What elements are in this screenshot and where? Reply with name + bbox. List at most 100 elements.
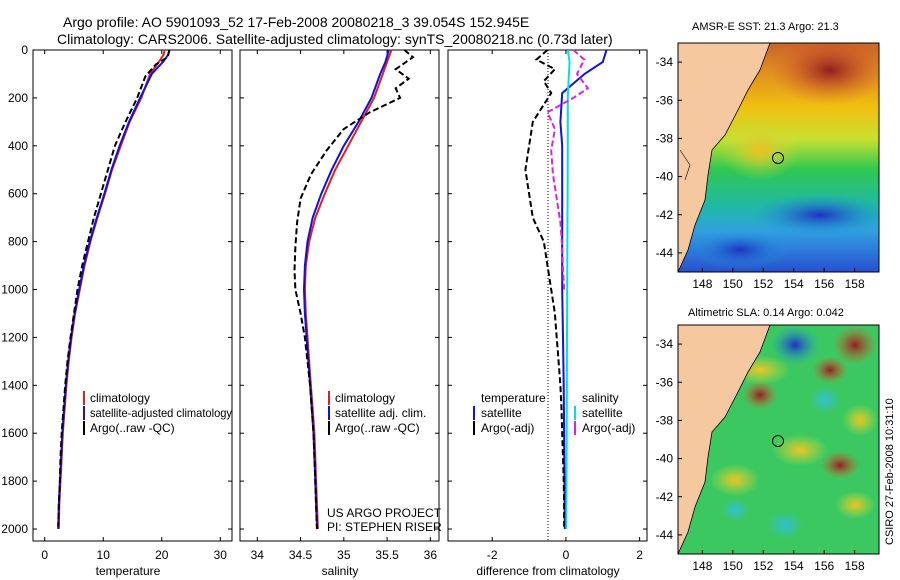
sla-lon-axis: 148 150 152 154 156 158 <box>692 550 865 573</box>
series-line <box>57 49 171 530</box>
temperature-legend: climatology satellite-adjusted climatolo… <box>83 391 232 435</box>
legend-sal-argo: Argo(..raw -QC) <box>335 421 420 435</box>
lat-tick-label: -38 <box>656 131 674 145</box>
temperature-series <box>57 49 171 530</box>
x-tick-label: 10 <box>97 548 111 562</box>
salinity-x-label: salinity <box>322 564 359 578</box>
difference-series <box>524 49 608 530</box>
salinity-legend: climatology satellite adj. clim. Argo(..… <box>328 391 426 435</box>
sst-lat-axis: -34 -36 -38 -40 -42 -44 <box>656 55 682 260</box>
sla-map <box>678 325 879 554</box>
sst-map <box>678 43 879 272</box>
lon-tick-label: 148 <box>692 559 712 573</box>
legend-climatology: climatology <box>90 391 150 405</box>
lat-tick-label: -40 <box>656 170 674 184</box>
lon-tick-label: 156 <box>814 277 834 291</box>
side-timestamp: CSIRO 27-Feb-2008 10:31:10 <box>884 398 896 545</box>
x-tick-label: 35 <box>337 548 351 562</box>
lon-tick-label: 158 <box>845 559 865 573</box>
title-line-1: Argo profile: AO 5901093_52 17-Feb-2008 … <box>63 14 529 30</box>
depth-tick-label: 1000 <box>1 283 28 297</box>
legend-sal-satellite: satellite adj. clim. <box>335 406 426 420</box>
lon-tick-label: 148 <box>692 277 712 291</box>
legend-temp-title: temperature <box>481 391 546 405</box>
lon-tick-label: 152 <box>753 559 773 573</box>
difference-x-label: difference from climatology <box>476 564 619 578</box>
sla-map-frame <box>677 324 880 555</box>
series-line <box>565 49 571 530</box>
legend-salinity-argo: Argo(-adj) <box>582 421 635 435</box>
lon-tick-label: 150 <box>723 559 743 573</box>
depth-tick-label: 1600 <box>1 426 28 440</box>
x-tick-label: 20 <box>155 548 169 562</box>
lat-tick-label: -36 <box>656 375 674 389</box>
legend-sal-title: salinity <box>582 391 619 405</box>
difference-legend: temperature satellite Argo(-adj) salinit… <box>473 391 635 435</box>
series-line <box>57 49 171 527</box>
temperature-panel-frame <box>32 49 233 542</box>
temperature-x-axis: 0 10 20 30 <box>41 50 227 562</box>
x-tick-label: 0 <box>41 548 48 562</box>
depth-tick-label: 600 <box>8 187 28 201</box>
legend-sal-climatology: climatology <box>335 391 395 405</box>
temperature-x-label: temperature <box>96 564 161 578</box>
x-tick-label: 34 <box>251 548 265 562</box>
x-tick-label: 0 <box>563 548 570 562</box>
sst-map-title: AMSR-E SST: 21.3 Argo: 21.3 <box>692 21 839 33</box>
x-tick-label: 35.5 <box>375 548 399 562</box>
series-line <box>546 49 590 290</box>
lon-tick-label: 152 <box>753 277 773 291</box>
depth-tick-label: 0 <box>21 43 28 57</box>
legend-salinity-satellite: satellite <box>582 406 623 420</box>
depth-tick-label: 800 <box>8 235 28 249</box>
depth-tick-label: 1200 <box>1 330 28 344</box>
series-line <box>293 49 415 530</box>
depth-axis: 0 200 400 600 800 1000 1200 1400 1600 1800 2000 <box>1 43 647 536</box>
salinity-series <box>293 49 415 530</box>
lon-tick-label: 154 <box>784 559 804 573</box>
x-tick-label: -2 <box>487 548 498 562</box>
lon-tick-label: 150 <box>723 277 743 291</box>
lat-tick-label: -38 <box>656 413 674 427</box>
series-line <box>559 49 608 530</box>
difference-x-axis: -2 0 2 <box>487 50 643 562</box>
lon-tick-label: 156 <box>814 559 834 573</box>
depth-tick-label: 400 <box>8 139 28 153</box>
series-line <box>302 49 390 530</box>
pi-credit: PI: STEPHEN RISER <box>327 520 442 534</box>
series-line <box>57 49 166 530</box>
sst-map-frame <box>677 42 880 273</box>
legend-argo: Argo(..raw -QC) <box>90 421 175 435</box>
lon-tick-label: 154 <box>784 277 804 291</box>
lat-tick-label: -34 <box>656 55 674 69</box>
series-line <box>524 49 566 527</box>
lat-tick-label: -40 <box>656 452 674 466</box>
sla-argo-marker <box>772 435 784 447</box>
lat-tick-label: -34 <box>656 337 674 351</box>
salinity-x-axis: 34 34.5 35 35.5 36 <box>251 50 438 562</box>
depth-tick-label: 1400 <box>1 378 28 392</box>
project-credit: US ARGO PROJECT <box>327 506 442 520</box>
legend-satellite-adjusted: satellite-adjusted climatology <box>90 406 232 420</box>
lon-tick-label: 158 <box>845 277 865 291</box>
lat-tick-label: -36 <box>656 93 674 107</box>
sst-argo-marker <box>772 152 784 164</box>
title-line-2: Climatology: CARS2006. Satellite-adjuste… <box>57 31 613 47</box>
x-tick-label: 36 <box>424 548 438 562</box>
legend-temp-argo: Argo(-adj) <box>481 421 534 435</box>
x-tick-label: 34.5 <box>289 548 313 562</box>
sla-lat-axis: -34 -36 -38 -40 -42 -44 <box>656 337 682 542</box>
depth-tick-label: 200 <box>8 91 28 105</box>
sst-lon-axis: 148 150 152 154 156 158 <box>692 268 865 291</box>
depth-tick-label: 1800 <box>1 474 28 488</box>
lat-tick-label: -44 <box>656 528 674 542</box>
sla-map-title: Altimetric SLA: 0.14 Argo: 0.042 <box>688 307 844 319</box>
x-tick-label: 30 <box>214 548 228 562</box>
x-tick-label: 2 <box>636 548 643 562</box>
depth-tick-label: 2000 <box>1 522 28 536</box>
lat-tick-label: -42 <box>656 208 674 222</box>
lat-tick-label: -42 <box>656 490 674 504</box>
salinity-panel-frame <box>239 49 440 542</box>
series-line <box>303 49 393 530</box>
